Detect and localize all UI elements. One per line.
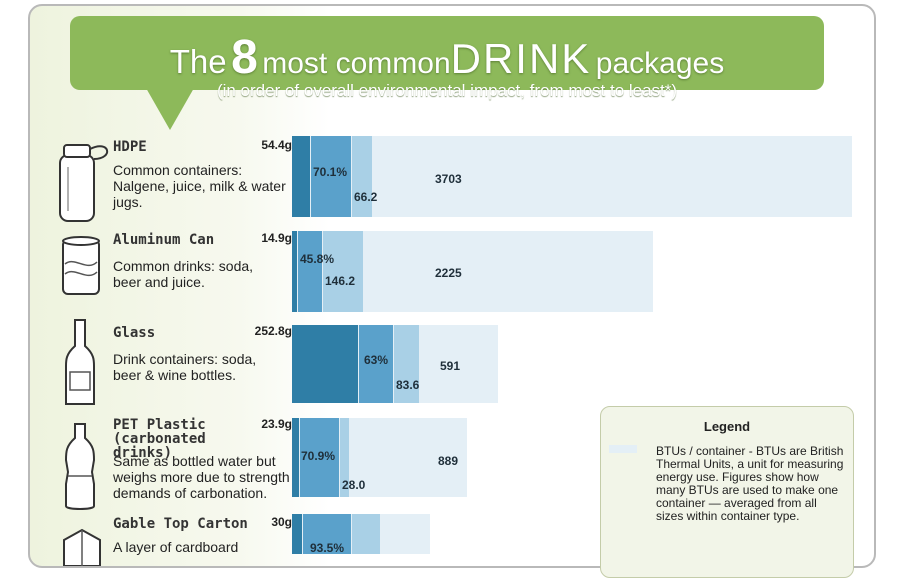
percent-bar-gable-top-carton bbox=[303, 514, 351, 554]
package-name-gable-top-carton: Gable Top Carton bbox=[113, 516, 248, 532]
third-label-glass: 83.6 bbox=[396, 378, 420, 392]
third-bar-hdpe bbox=[352, 136, 372, 217]
percent-label-aluminum-can: 45.8% bbox=[300, 252, 335, 266]
legend: Legend BTUs / container - BTUs are Briti… bbox=[600, 406, 854, 578]
legend-text-btu: BTUs / container - BTUs are British Ther… bbox=[656, 444, 844, 523]
package-name-aluminum-can: Aluminum Can bbox=[113, 232, 215, 248]
weight-bar-aluminum-can bbox=[292, 231, 297, 312]
package-name-glass: Glass bbox=[113, 325, 156, 341]
percent-label-pet-plastic: 70.9% bbox=[301, 449, 336, 463]
btu-label-glass: 591 bbox=[440, 359, 461, 373]
legend-title: Legend bbox=[703, 419, 751, 434]
third-label-pet-plastic: 28.0 bbox=[342, 478, 366, 492]
weight-label-glass: 252.8g bbox=[254, 324, 292, 338]
btu-label-aluminum-can: 2225 bbox=[435, 266, 462, 280]
glass-bottle-icon bbox=[65, 319, 95, 405]
percent-bar-pet-plastic bbox=[300, 418, 339, 497]
third-bar-glass bbox=[394, 325, 419, 403]
legend-swatch-btu bbox=[609, 445, 637, 453]
package-desc-pet-plastic: Same as bottled water but weighs more du… bbox=[113, 453, 290, 501]
package-desc-hdpe: Common containers: Nalgene, juice, milk … bbox=[113, 162, 286, 210]
package-desc-gable-top-carton: A layer of cardboard bbox=[113, 539, 239, 555]
btu-label-hdpe: 3703 bbox=[435, 172, 462, 186]
btu-label-pet-plastic: 889 bbox=[438, 454, 459, 468]
page-subtitle: (in order of overall environmental impac… bbox=[216, 81, 678, 100]
third-label-aluminum-can: 146.2 bbox=[325, 274, 356, 288]
btu-bar-hdpe bbox=[292, 136, 852, 217]
weight-label-pet-plastic: 23.9g bbox=[261, 417, 292, 431]
third-bar-gable-top-carton bbox=[352, 514, 380, 554]
package-desc-glass: Drink containers: soda, beer & wine bott… bbox=[113, 351, 257, 383]
title-middle: most common bbox=[262, 47, 451, 80]
percent-label-hdpe: 70.1% bbox=[313, 165, 348, 179]
percent-bar-hdpe bbox=[311, 136, 351, 217]
package-name-hdpe: HDPE bbox=[113, 139, 147, 155]
package-desc-aluminum-can: Common drinks: soda, beer and juice. bbox=[113, 258, 254, 290]
pet-bottle-icon bbox=[64, 423, 96, 510]
weight-label-aluminum-can: 14.9g bbox=[261, 231, 292, 245]
percent-bar-aluminum-can bbox=[298, 231, 322, 312]
title-number: 8 bbox=[231, 31, 258, 84]
package-name-pet-plastic: PET Plastic (carbonated drinks) bbox=[113, 417, 206, 461]
percent-label-gable-top-carton: 93.5% bbox=[310, 541, 345, 555]
title-prefix: The bbox=[169, 43, 227, 80]
page-title: The 8 most commonDRINK packages bbox=[70, 30, 824, 85]
third-bar-aluminum-can bbox=[323, 231, 363, 312]
carton-icon bbox=[63, 528, 101, 566]
title-banner: The 8 most commonDRINK packages (in orde… bbox=[70, 16, 824, 100]
weight-bar-glass bbox=[292, 325, 358, 403]
title-suffix: packages bbox=[595, 47, 725, 80]
weight-bar-pet-plastic bbox=[292, 418, 299, 497]
weight-bar-gable-top-carton bbox=[292, 514, 302, 554]
third-bar-pet-plastic bbox=[340, 418, 349, 497]
weight-label-hdpe: 54.4g bbox=[261, 138, 292, 152]
weight-label-gable-top-carton: 30g bbox=[271, 515, 292, 529]
third-label-hdpe: 66.2 bbox=[354, 190, 378, 204]
percent-bar-glass bbox=[359, 325, 393, 403]
title-highlight: DRINK bbox=[450, 35, 592, 82]
percent-label-glass: 63% bbox=[364, 353, 389, 367]
aluminum-can-icon bbox=[62, 236, 100, 295]
hdpe-bottle-icon bbox=[59, 144, 108, 222]
down-arrow-icon bbox=[146, 88, 194, 130]
weight-bar-hdpe bbox=[292, 136, 310, 217]
